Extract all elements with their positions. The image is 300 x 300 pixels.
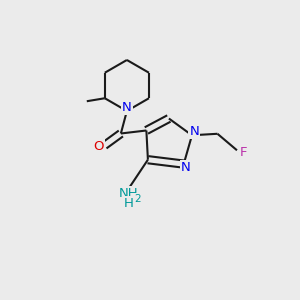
Text: F: F bbox=[240, 146, 247, 159]
Text: 2: 2 bbox=[134, 194, 141, 204]
Text: O: O bbox=[93, 140, 104, 154]
Text: H: H bbox=[124, 197, 133, 210]
Text: NH: NH bbox=[118, 187, 138, 200]
Text: N: N bbox=[181, 160, 191, 174]
Text: N: N bbox=[190, 125, 199, 138]
Text: N: N bbox=[122, 101, 132, 114]
